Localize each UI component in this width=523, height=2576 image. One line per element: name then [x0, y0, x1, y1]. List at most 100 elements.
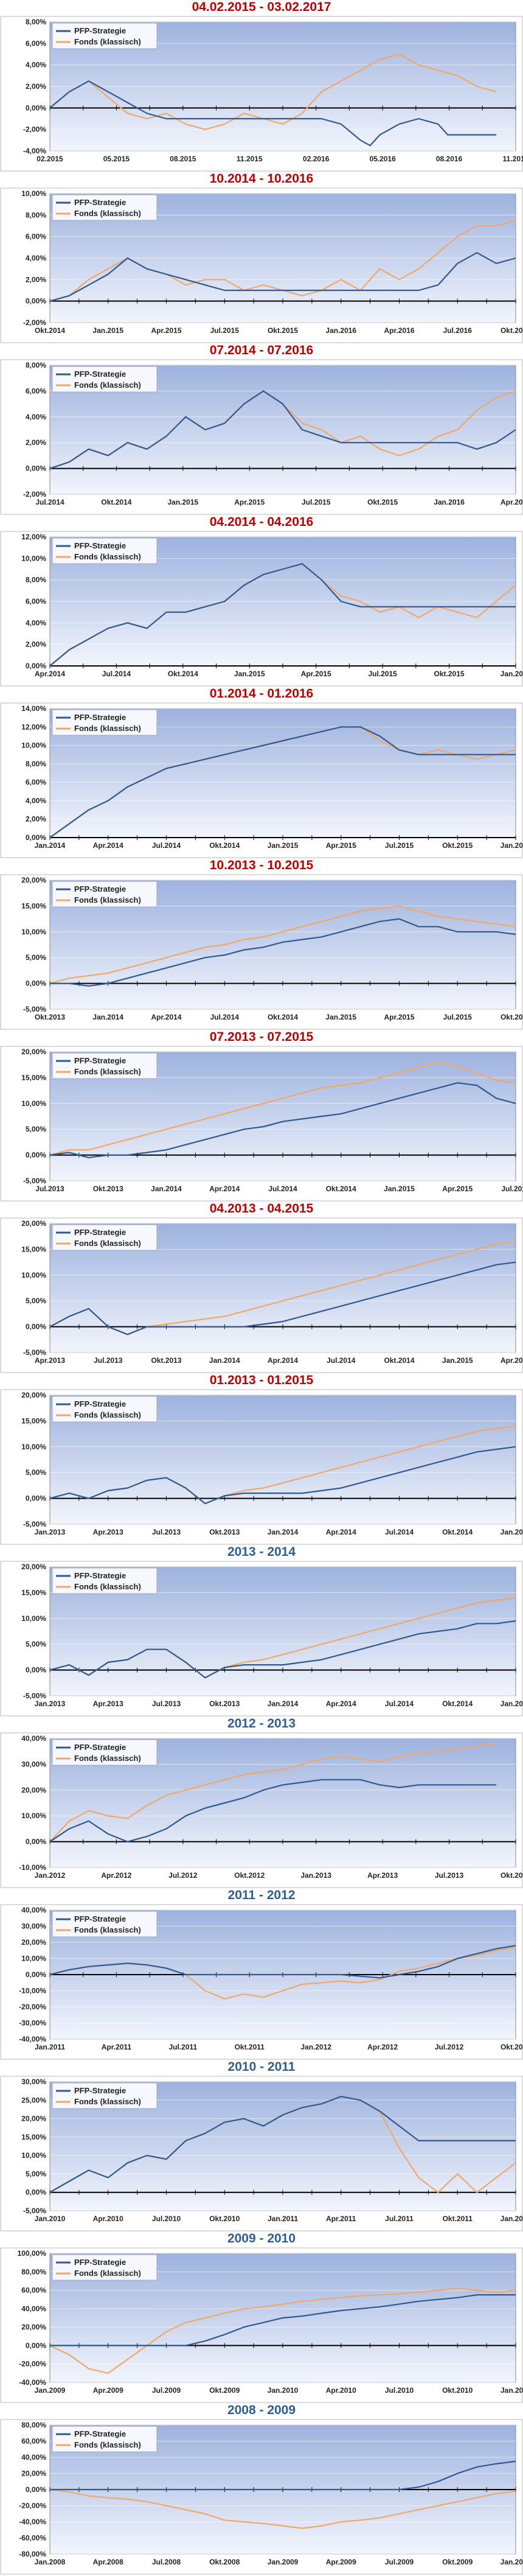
chart-svg: 0,00% 2,00% 4,00% 6,00% 8,00% 10,00% 12,00% 14,… [0, 702, 523, 858]
y-tick-label: 100,00% [18, 2249, 47, 2258]
chart-title: 2009 - 2010 [227, 2231, 296, 2245]
x-tick-label: Jul.2014 [102, 670, 131, 678]
y-tick-label: 5,00% [26, 2169, 46, 2178]
y-tick-label: 10,00% [21, 741, 46, 750]
x-tick-label: Apr.2015 [500, 1356, 523, 1365]
x-tick-label: 08.2015 [170, 155, 196, 163]
x-tick-label: Apr.2011 [102, 2043, 132, 2051]
chart-panel: 07.2013 - 07.2015 -5,00% 0,00% 5,00% 10,00% 1… [0, 1030, 523, 1202]
series-line-fonds [49, 905, 516, 984]
y-tick-label: -5,00% [23, 1005, 46, 1013]
x-tick-label: Okt.2013 [209, 1699, 240, 1708]
x-tick-label: Jan.2016 [500, 670, 523, 678]
chart-svg: -5,00% 0,00% 5,00% 10,00% 15,00% 20,00% Jan.20… [0, 1561, 523, 1717]
x-tick-label: 02.2015 [36, 155, 63, 163]
y-tick-label: -20,00% [19, 2003, 46, 2011]
legend-box [52, 1052, 158, 1079]
x-tick-label: Okt.2009 [209, 2386, 240, 2395]
y-tick-label: 10,00% [21, 189, 46, 198]
x-tick-label: Apr.2014 [326, 1699, 356, 1708]
legend-box [52, 537, 158, 564]
y-tick-label: 0,00% [26, 297, 46, 306]
y-tick-label: 10,00% [21, 1271, 46, 1279]
x-tick-label: Apr.2012 [101, 1871, 131, 1880]
y-tick-label: 4,00% [26, 61, 46, 69]
x-tick-label: Jan.2014 [92, 1013, 123, 1021]
y-tick-label: 6,00% [26, 233, 46, 241]
x-tick-label: Okt.2015 [442, 841, 473, 850]
x-tick-label: Jan.2014 [151, 1185, 182, 1193]
x-tick-label: Jan.2011 [35, 2043, 65, 2051]
y-tick-label: 20,00% [21, 876, 46, 884]
x-tick-label: Jan.2012 [500, 2214, 523, 2223]
x-tick-label: Jul.2014 [385, 1699, 414, 1708]
x-tick-label: Okt.2013 [209, 1528, 240, 1536]
chart-svg: -5,00% 0,00% 5,00% 10,00% 15,00% 20,00% Apr.20… [0, 1217, 523, 1373]
y-tick-label: 20,00% [21, 2323, 46, 2331]
chart-title: 07.2014 - 07.2016 [209, 343, 314, 357]
y-tick-label: 8,00% [26, 760, 46, 768]
x-tick-label: Jan.2010 [268, 2386, 299, 2395]
chart-svg: -80,00% -60,00% -40,00% -20,00% 0,00% 20,00% 4… [0, 2419, 523, 2575]
x-tick-label: Jan.2013 [35, 1528, 66, 1536]
series-line-fonds [49, 53, 497, 130]
legend-label: PFP-Strategie [74, 1056, 126, 1065]
y-tick-label: 10,00% [21, 928, 46, 936]
x-tick-label: Jul.2014 [210, 1013, 240, 1021]
x-tick-label: 08.2016 [436, 155, 463, 163]
chart-panel: 10.2013 - 10.2015 -5,00% 0,00% 5,00% 10,00% 1… [0, 858, 523, 1030]
x-tick-label: Jan.2011 [500, 2386, 523, 2395]
x-tick-label: Jan.2015 [92, 326, 123, 335]
x-tick-label: Okt.2012 [500, 2043, 523, 2051]
x-tick-label: Apr.2011 [326, 2214, 356, 2223]
legend-label: Fonds (klassisch) [74, 37, 141, 46]
y-tick-label: 6,00% [26, 387, 46, 395]
x-tick-label: Apr.2015 [301, 670, 331, 678]
y-tick-label: 20,00% [21, 1048, 46, 1056]
y-tick-label: 5,00% [26, 1468, 46, 1477]
x-tick-label: Okt.2011 [235, 2043, 265, 2051]
y-tick-label: -2,00% [23, 318, 46, 327]
y-tick-label: 0,00% [26, 1970, 46, 1979]
legend-label: PFP-Strategie [74, 198, 126, 207]
x-tick-label: Okt.2009 [442, 2558, 473, 2566]
y-tick-label: 12,00% [21, 723, 46, 731]
y-tick-label: 0,00% [26, 1494, 46, 1503]
x-tick-label: Jan.2013 [300, 1871, 331, 1880]
legend-box [52, 1567, 158, 1594]
chart-title: 2011 - 2012 [227, 1888, 296, 1902]
legend-box [52, 709, 158, 736]
x-tick-label: Jul.2012 [435, 2043, 464, 2051]
y-tick-label: 0,00% [26, 464, 46, 473]
y-tick-label: 0,00% [26, 2485, 46, 2494]
legend-label: PFP-Strategie [74, 1399, 126, 1409]
series-line-pfp [49, 726, 516, 838]
x-tick-label: Jul.2014 [152, 841, 181, 850]
y-tick-label: 10,00% [21, 1443, 46, 1451]
chart-svg: -40,00% -30,00% -20,00% -10,00% 0,00% 10,00% 2… [0, 1904, 523, 2060]
x-tick-label: Apr.2009 [326, 2558, 356, 2566]
legend-box [52, 2426, 158, 2452]
y-tick-label: 10,00% [21, 1811, 46, 1820]
x-tick-label: Jan.2015 [234, 670, 265, 678]
y-tick-label: 10,00% [21, 1614, 46, 1623]
x-tick-label: Okt.2014 [101, 498, 131, 506]
y-tick-label: 0,00% [26, 103, 46, 112]
y-tick-label: -40,00% [19, 2035, 46, 2043]
chart-title: 2010 - 2011 [227, 2060, 296, 2074]
x-tick-label: Jan.2016 [325, 326, 356, 335]
y-tick-label: -4,00% [23, 147, 46, 155]
y-tick-label: 4,00% [26, 254, 46, 262]
y-tick-label: 14,00% [21, 704, 46, 713]
x-tick-label: Jul.2012 [168, 1871, 198, 1880]
y-tick-label: 60,00% [21, 2437, 46, 2446]
y-tick-label: 5,00% [26, 953, 46, 962]
y-tick-label: 0,00% [26, 1323, 46, 1331]
chart-title: 01.2013 - 01.2015 [209, 1373, 314, 1387]
x-tick-label: Apr.2014 [93, 841, 123, 850]
chart-title: 10.2014 - 10.2016 [209, 172, 314, 186]
x-tick-label: Okt.2014 [384, 1356, 414, 1365]
y-tick-label: 8,00% [26, 18, 46, 26]
x-tick-label: Jul.2015 [443, 1013, 473, 1021]
x-tick-label: Jan.2009 [268, 2558, 299, 2566]
